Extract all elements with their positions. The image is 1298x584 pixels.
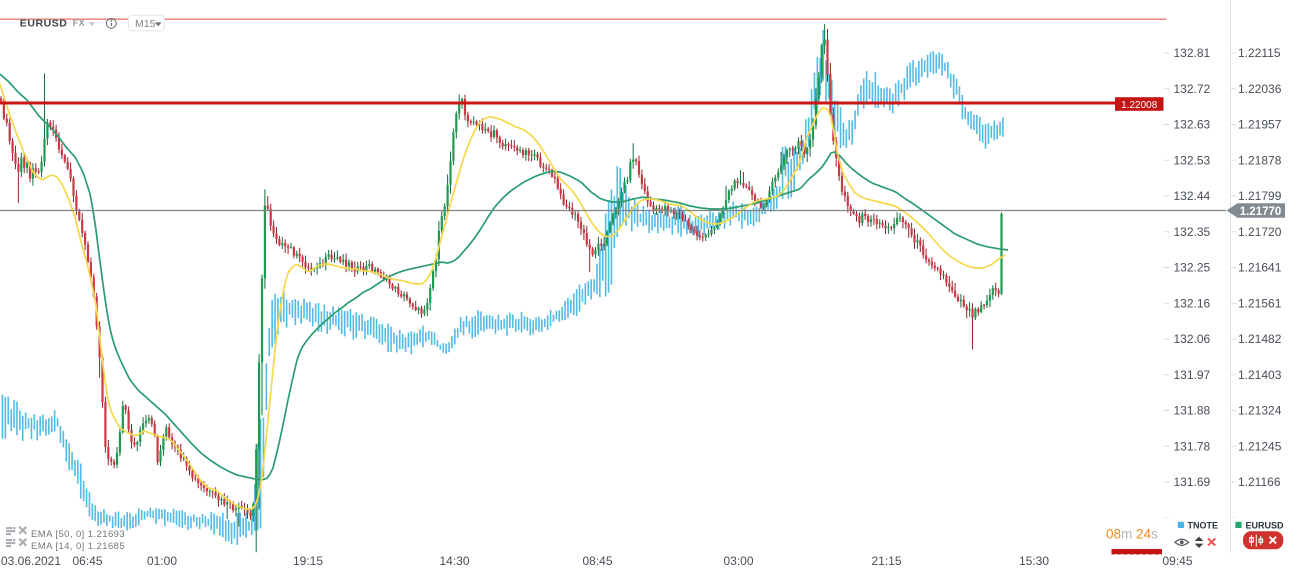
svg-text:1.21799: 1.21799 [1238,189,1282,203]
svg-text:08:45: 08:45 [582,554,612,568]
svg-text:1.21482: 1.21482 [1238,332,1282,346]
svg-text:132.44: 132.44 [1174,189,1211,203]
svg-text:1.21641: 1.21641 [1238,261,1282,275]
svg-text:1.22036: 1.22036 [1238,82,1282,96]
svg-text:EURUSD: EURUSD [1246,521,1285,531]
svg-text:132.81: 132.81 [1174,46,1211,60]
svg-text:1.22008: 1.22008 [1121,100,1158,111]
svg-text:131.97: 131.97 [1174,368,1211,382]
svg-text:131.88: 131.88 [1174,404,1211,418]
svg-text:09:45: 09:45 [1162,554,1192,568]
svg-text:132.16: 132.16 [1174,296,1211,310]
svg-text:131.78: 131.78 [1174,439,1211,453]
svg-text:08m 24s: 08m 24s [1106,527,1158,542]
svg-text:TNOTE: TNOTE [1188,521,1219,531]
svg-text:EMA [14, 0] 1.21685: EMA [14, 0] 1.21685 [31,541,125,552]
svg-text:132.63: 132.63 [1174,118,1211,132]
svg-text:EMA [50, 0] 1.21693: EMA [50, 0] 1.21693 [31,529,125,540]
svg-text:FX: FX [73,18,85,28]
svg-text:03:00: 03:00 [723,554,753,568]
svg-text:15:30: 15:30 [1019,554,1049,568]
svg-text:M15: M15 [135,18,156,30]
svg-text:132.06: 132.06 [1174,332,1211,346]
svg-text:132.35: 132.35 [1174,225,1211,239]
svg-text:1.21403: 1.21403 [1238,368,1282,382]
svg-text:19:15: 19:15 [293,554,323,568]
svg-text:21:15: 21:15 [871,554,901,568]
svg-text:1.21878: 1.21878 [1238,153,1282,167]
svg-text:1.21245: 1.21245 [1238,439,1282,453]
svg-text:06:45: 06:45 [72,554,102,568]
svg-text:1.21166: 1.21166 [1238,475,1281,489]
svg-text:1.22115: 1.22115 [1238,46,1281,60]
svg-text:14:30: 14:30 [439,554,469,568]
svg-text:1.21957: 1.21957 [1238,118,1282,132]
svg-text:1.21770: 1.21770 [1240,206,1282,218]
svg-text:1.21720: 1.21720 [1238,225,1282,239]
svg-text:03.06.2021: 03.06.2021 [1,554,61,568]
svg-text:1.21561: 1.21561 [1238,296,1282,310]
svg-text:132.53: 132.53 [1174,153,1211,167]
svg-text:132.25: 132.25 [1174,261,1211,275]
svg-text:EURUSD: EURUSD [20,17,68,29]
svg-text:01:00: 01:00 [147,554,177,568]
svg-text:131.69: 131.69 [1174,475,1211,489]
svg-text:1.21324: 1.21324 [1238,404,1282,418]
svg-text:132.72: 132.72 [1174,82,1211,96]
